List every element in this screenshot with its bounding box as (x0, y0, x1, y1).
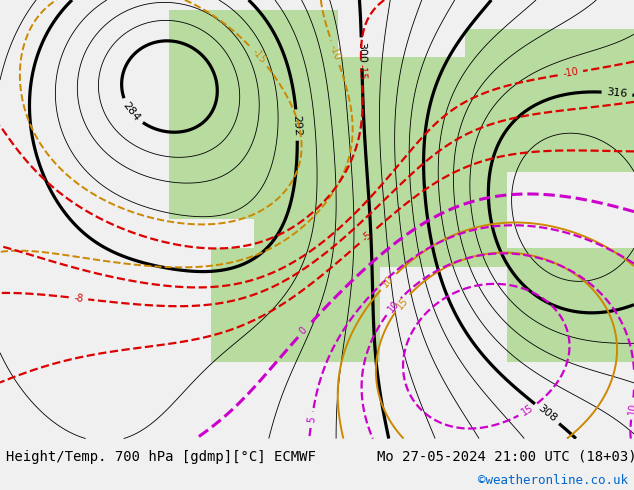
Bar (465, 28, 634, 172)
Text: -10: -10 (562, 67, 579, 79)
Text: ©weatheronline.co.uk: ©weatheronline.co.uk (477, 474, 628, 488)
Bar (169, 9, 338, 219)
Text: 0: 0 (298, 325, 309, 337)
Text: 15: 15 (520, 402, 536, 417)
Text: Mo 27-05-2024 21:00 UTC (18+03): Mo 27-05-2024 21:00 UTC (18+03) (377, 449, 634, 464)
Text: -15: -15 (250, 47, 268, 66)
Text: 10: 10 (380, 274, 396, 290)
Text: 10: 10 (626, 402, 634, 415)
Text: 300: 300 (356, 42, 367, 64)
Bar (507, 248, 634, 362)
Text: 15: 15 (394, 295, 410, 311)
Text: -10: -10 (328, 44, 342, 62)
Text: -5: -5 (360, 230, 374, 244)
Text: 316: 316 (606, 87, 628, 99)
Bar (211, 248, 380, 362)
Text: -8: -8 (73, 293, 84, 304)
Text: Height/Temp. 700 hPa [gdmp][°C] ECMWF: Height/Temp. 700 hPa [gdmp][°C] ECMWF (6, 449, 316, 464)
Text: 308: 308 (536, 403, 559, 424)
Bar (254, 57, 507, 267)
Text: 5: 5 (306, 416, 317, 424)
Text: 10: 10 (385, 298, 401, 315)
Text: 292: 292 (292, 114, 302, 136)
Text: -15: -15 (356, 64, 367, 80)
Text: 284: 284 (121, 100, 142, 123)
